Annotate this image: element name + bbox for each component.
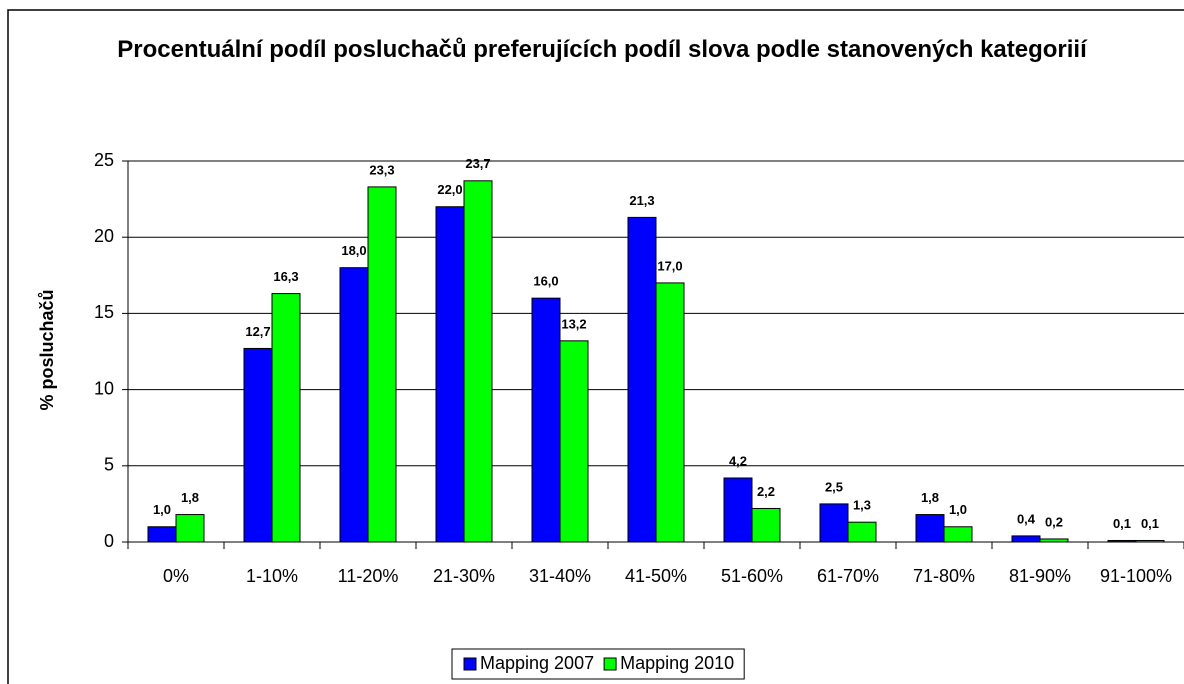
bar [531,297,561,543]
value-label: 1,8 [921,490,939,505]
x-tick-label: 71-80% [913,566,975,586]
bar [147,526,177,543]
bar [339,267,369,543]
bar [751,507,781,543]
value-label: 22,0 [437,182,462,197]
value-label: 1,3 [853,498,871,513]
bar [243,347,273,543]
chart-title: Procentuální podíl posluchačů preferujíc… [117,36,1087,63]
x-tick-label: 0% [163,566,189,586]
value-label: 0,1 [1141,516,1159,531]
bar [175,514,205,543]
bar [1011,535,1041,543]
legend: Mapping 2007 Mapping 2010 [451,648,745,680]
x-tick-label: 41-50% [625,566,687,586]
value-label: 1,8 [181,490,199,505]
value-label: 2,2 [757,484,775,499]
x-tick-label: 11-20% [338,566,399,586]
x-tick-label: 31-40% [529,566,591,586]
bar [655,282,685,543]
y-tick-label: 25 [94,150,114,170]
bar [559,340,589,543]
value-label: 2,5 [825,479,843,494]
chart-frame [7,9,1184,684]
y-tick-label: 0 [104,531,114,551]
bar [435,206,465,543]
bar [367,186,397,543]
value-label: 1,0 [153,502,171,517]
bar [723,477,753,543]
bar [943,526,973,543]
x-tick-label: 21-30% [433,566,495,586]
bar [847,521,877,543]
value-label: 23,3 [369,162,394,177]
y-axis-label: % posluchačů [37,289,57,410]
y-tick-label: 20 [94,226,114,246]
y-tick-label: 5 [104,455,114,475]
x-tick-label: 81-90% [1009,566,1071,586]
value-label: 23,7 [465,156,490,171]
bar [463,180,493,543]
value-label: 0,1 [1113,516,1131,531]
bar [819,503,849,543]
legend-box [451,648,745,680]
bar [271,293,301,543]
y-tick-label: 10 [94,378,114,398]
bar [627,216,657,543]
x-tick-label: 61-70% [817,566,879,586]
x-tick-label: 51-60% [721,566,783,586]
legend-label: Mapping 2007 [480,653,594,673]
value-label: 17,0 [657,258,682,273]
value-label: 0,4 [1017,511,1036,526]
value-label: 18,0 [341,243,366,258]
value-label: 12,7 [245,324,270,339]
bar [915,514,945,543]
value-label: 4,2 [729,453,747,468]
value-label: 16,0 [533,274,558,289]
legend-swatch [463,657,477,671]
value-label: 0,2 [1045,514,1063,529]
value-label: 13,2 [561,316,586,331]
x-tick-label: 1-10% [246,566,298,586]
value-label: 16,3 [273,269,298,284]
y-tick-label: 15 [94,302,114,322]
legend-swatch [603,657,617,671]
value-label: 21,3 [629,193,654,208]
x-tick-label: 91-100% [1100,566,1172,586]
legend-label: Mapping 2010 [620,653,734,673]
value-label: 1,0 [949,502,967,517]
